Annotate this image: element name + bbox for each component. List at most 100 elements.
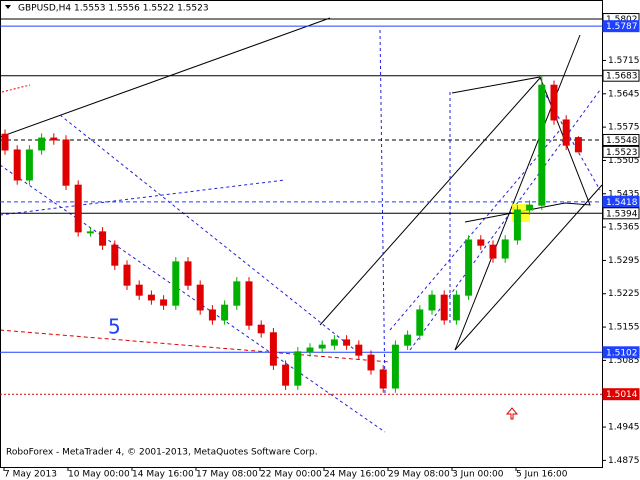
y-tick-label: 1.5295	[608, 256, 640, 266]
dashed-line	[379, 29, 386, 396]
candle-body	[245, 281, 253, 326]
candle-body	[452, 294, 460, 321]
up-arrow	[505, 407, 519, 420]
x-tick-label: 5 Jun 16:00	[516, 470, 568, 480]
candle-body	[355, 344, 363, 356]
x-tick-label: 3 Jun 00:00	[452, 470, 504, 480]
x-tick-label: 24 May 16:00	[324, 470, 386, 480]
candle-body	[513, 209, 521, 241]
candle-body	[135, 284, 143, 296]
level-label: 1.5683	[606, 72, 638, 82]
y-tick-label: 1.5715	[608, 56, 640, 66]
candle-body	[526, 204, 534, 211]
footer: RoboForex - MetaTrader 4, © 2001-2013, M…	[6, 448, 318, 458]
level-box	[602, 388, 640, 401]
candle-body	[269, 332, 277, 366]
title-icon	[5, 5, 11, 9]
candle-body	[294, 351, 302, 386]
candle-body	[391, 344, 399, 389]
candle-body	[404, 334, 412, 346]
candle-body	[282, 364, 290, 386]
candle-body	[477, 239, 485, 246]
candle-body	[99, 231, 107, 246]
candle-body	[465, 239, 473, 296]
candle-body	[489, 244, 497, 259]
y-tick-label: 1.5575	[608, 123, 640, 133]
candle-body	[62, 139, 70, 186]
candle-body	[111, 244, 119, 266]
candle-body	[440, 294, 448, 321]
candle-body	[233, 281, 241, 306]
x-tick-label: 7 May 2013	[4, 470, 57, 480]
dashed-line	[539, 84, 601, 191]
dashed-line	[1, 84, 31, 93]
candle-body	[25, 149, 33, 181]
candle-body	[501, 239, 509, 259]
candle-body	[38, 137, 46, 151]
candle-body	[184, 261, 192, 286]
candle-body	[172, 261, 180, 306]
dashed-line	[0, 329, 391, 363]
wave-label: 5	[108, 315, 121, 339]
candle-body	[550, 84, 558, 121]
y-tick-label: 1.4875	[608, 456, 640, 466]
x-tick-label: 14 May 16:00	[132, 470, 194, 480]
candle-body	[74, 184, 82, 233]
candle-body	[538, 84, 546, 206]
x-tick-label: 22 May 00:00	[260, 470, 322, 480]
candle-body	[318, 344, 326, 349]
candle-body	[196, 284, 204, 311]
candle-body	[257, 324, 265, 334]
level-box	[602, 346, 640, 359]
level-label: 1.5418	[606, 198, 638, 208]
candle-body	[416, 309, 424, 336]
candle-body	[343, 339, 351, 346]
y-tick-label: 1.5505	[608, 156, 640, 166]
plot-frame	[0, 0, 603, 468]
chart-title: GBPUSD,H4 1.5553 1.5556 1.5522 1.5523	[18, 4, 209, 14]
candle-body	[13, 149, 21, 181]
level-box	[602, 145, 640, 158]
trend-line	[454, 34, 581, 351]
candle-body	[330, 339, 338, 346]
candle-body	[574, 137, 582, 153]
y-tick-label: 1.5085	[608, 356, 640, 366]
y-tick-label: 1.4945	[608, 423, 640, 433]
candle-body	[50, 137, 58, 141]
level-label: 1.5523	[606, 148, 638, 158]
y-tick-label: 1.5225	[608, 289, 640, 299]
x-tick-label: 29 May 08:00	[388, 470, 450, 480]
candle-body	[208, 309, 216, 321]
dashed-line	[0, 164, 386, 433]
candle-body	[562, 119, 570, 146]
candle-body	[147, 294, 155, 301]
candle-body	[123, 264, 131, 286]
level-label: 1.5802	[606, 15, 638, 25]
candle-body	[428, 294, 436, 311]
y-tick-label: 1.5365	[608, 223, 640, 233]
candle-body	[1, 133, 9, 151]
level-box	[602, 133, 640, 146]
level-box	[602, 207, 640, 220]
x-tick-label: 10 May 00:00	[68, 470, 130, 480]
dashed-line	[389, 129, 561, 331]
trend-line	[0, 17, 331, 138]
candle-body	[367, 354, 375, 371]
level-box	[602, 69, 640, 82]
level-label: 1.5787	[606, 22, 638, 32]
candle-body	[86, 231, 94, 234]
candle-body	[306, 347, 314, 353]
candle-body	[221, 304, 229, 321]
candle-body	[160, 299, 168, 306]
level-label: 1.5014	[606, 390, 638, 400]
level-label: 1.5394	[606, 209, 638, 219]
level-label: 1.5102	[606, 348, 638, 358]
candle-body	[379, 369, 387, 389]
trend-line	[454, 184, 603, 351]
level-box	[602, 20, 640, 33]
y-tick-label: 1.5645	[608, 89, 640, 99]
y-tick-label: 1.5155	[608, 323, 640, 333]
level-label: 1.5548	[606, 136, 638, 146]
